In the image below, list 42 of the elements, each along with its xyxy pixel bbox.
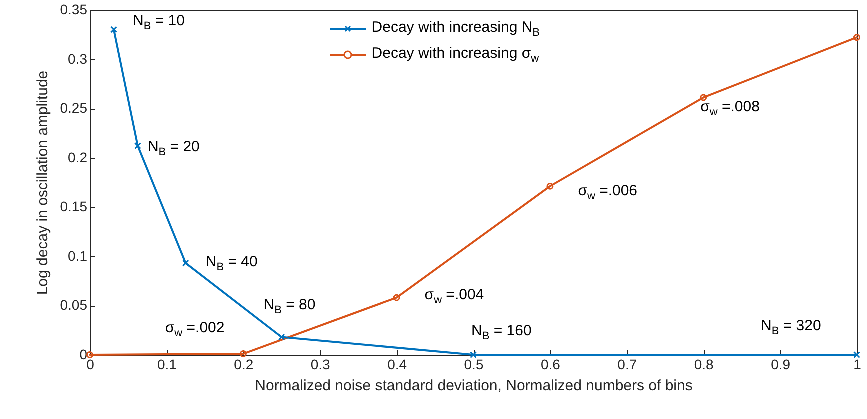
point: [278, 334, 286, 341]
point: [110, 26, 118, 34]
y-tick-label: 0.25: [60, 100, 88, 116]
annotation: σ$_{w}$ =.008: [700, 98, 760, 118]
annotation: σ$_{w}$ =.002: [165, 320, 225, 340]
x-axis-title: Normalized noise standard deviation, Normalized numbers of bins: [255, 378, 693, 394]
x-tick-label: 0.3: [310, 356, 331, 372]
point: [182, 260, 190, 267]
annotation: N$_{B}$ = 10: [132, 12, 185, 32]
point: [700, 94, 708, 102]
x-tick-label: 0.9: [771, 356, 791, 372]
x-tick-label: 1: [854, 356, 862, 372]
point: [134, 142, 142, 150]
y-tick-label: 0: [80, 346, 88, 362]
annotation: N$_{B}$ = 160: [472, 322, 532, 342]
y-tick-label: 0.2: [68, 149, 88, 166]
y-tick-label: 0.15: [60, 198, 88, 215]
point: [393, 294, 400, 302]
point: [546, 182, 554, 190]
x-tick-label: 0.4: [388, 356, 408, 372]
annotation: σ$_{w}$ =.006: [578, 182, 638, 203]
x-tick-label: 0.2: [234, 356, 254, 372]
annotation: N$_{B}$ = 320: [761, 318, 822, 338]
annotation: N$_{B}$ = 20: [148, 138, 200, 159]
y-tick-label: 0.35: [60, 2, 88, 18]
y-tick-label: 0.1: [68, 248, 88, 264]
x-tick-label: 0.1: [157, 356, 178, 372]
point: [854, 352, 860, 358]
legend-label: Decay with increasing σ$_{w}$: [372, 45, 540, 65]
legend-label: Decay with increasing N$_{B}$: [372, 19, 540, 39]
annotation: N$_{B}$ = 40: [206, 254, 258, 274]
x-tick-label: 0.7: [618, 356, 638, 372]
point: [470, 352, 477, 358]
x-tick-label: 0.5: [464, 356, 484, 372]
annotation: σ$_{w}$ =.004: [424, 286, 484, 306]
y-tick-label: 0.3: [68, 50, 88, 67]
annotation: N$_{B}$ = 80: [264, 296, 316, 317]
point: [240, 350, 247, 358]
x-tick-label: 0.6: [540, 356, 561, 372]
x-tick-label: 0.8: [694, 356, 714, 372]
y-axis-title: Log decay in oscillation amplitude: [34, 70, 52, 296]
y-tick-label: 0.05: [60, 297, 88, 314]
